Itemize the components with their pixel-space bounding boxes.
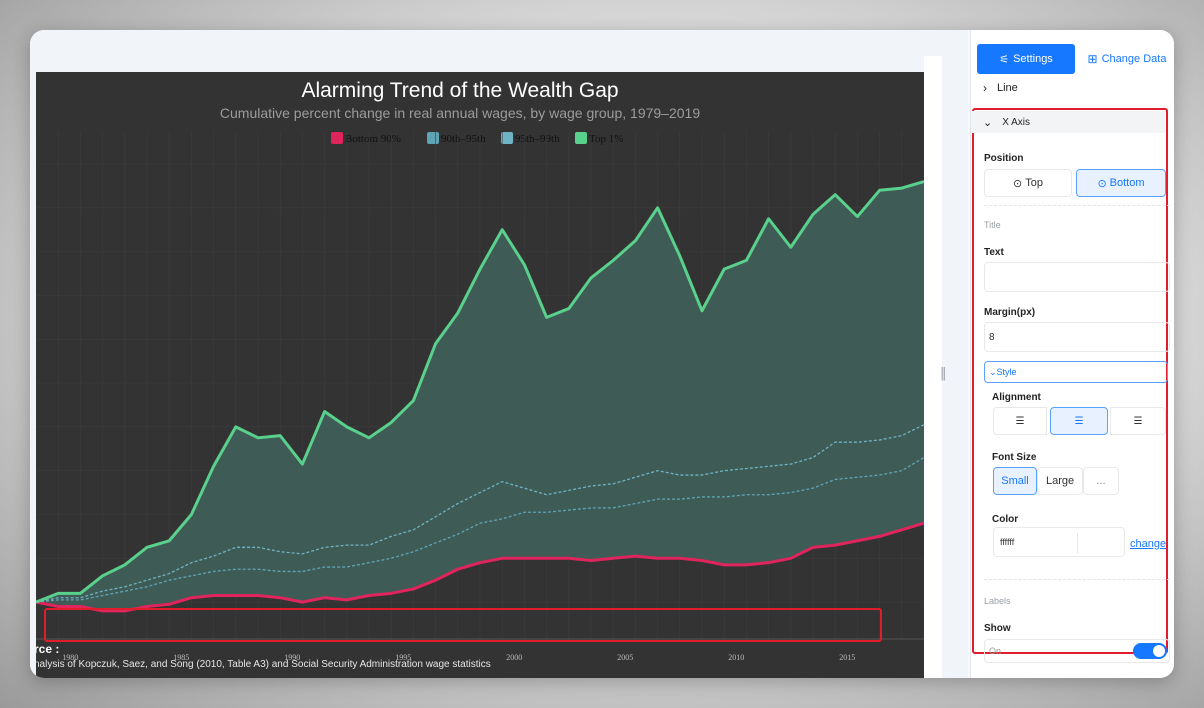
divider-2	[984, 579, 1170, 580]
toggle-knob	[1153, 645, 1165, 657]
x-tick-label: 1985	[173, 653, 189, 662]
title-text-input[interactable]	[984, 262, 1170, 292]
legend-label: 90th–95th	[441, 133, 486, 145]
series-line	[36, 424, 924, 603]
title-group-label: Title	[984, 220, 1001, 230]
area-fill-gap	[36, 181, 924, 611]
x-axis-highlight-box	[44, 608, 882, 642]
style-toggle-label: Style	[996, 367, 1017, 377]
align-center-button[interactable]: ☰	[1050, 407, 1108, 435]
position-top-label: Top	[1025, 177, 1043, 189]
x-tick-label: 2000	[506, 653, 522, 662]
chart-title: Alarming Trend of the Wealth Gap	[301, 79, 618, 102]
section-x-axis-label: X Axis	[1002, 116, 1031, 128]
series-line	[36, 456, 924, 603]
plus-square-icon: ⊞	[1087, 52, 1098, 66]
align-center-icon: ☰	[1074, 415, 1084, 427]
legend-swatch	[501, 132, 513, 144]
align-left-icon: ☰	[1015, 415, 1025, 427]
x-tick-label: 2015	[839, 653, 855, 662]
tab-settings-label: Settings	[1013, 53, 1053, 65]
legend-label: Top 1%	[589, 133, 623, 145]
position-bottom-button[interactable]: ⊙ Bottom	[1076, 169, 1166, 197]
legend-swatch	[427, 132, 439, 144]
x-tick-label: 1980	[62, 653, 78, 662]
alignment-label: Alignment	[992, 392, 1041, 403]
chart-areas	[36, 181, 924, 611]
wealth-gap-chart: Alarming Trend of the Wealth Gap Cumulat…	[36, 79, 924, 670]
settings-panel: ⚟ Settings ⊞ Change Data › Line ⌄ X Axis…	[970, 30, 1174, 678]
resize-handle-icon[interactable]: ‖	[940, 366, 947, 381]
tab-change-data[interactable]: ⊞ Change Data	[1079, 44, 1174, 74]
labels-group-label: Labels	[984, 596, 1011, 606]
font-size-small-button[interactable]: Small	[993, 467, 1037, 495]
font-size-large-button[interactable]: Large	[1037, 467, 1083, 495]
legend-swatch	[331, 132, 343, 144]
chart-legend: Bottom 90% 90th–95th 95th–99th Top 1%	[331, 132, 623, 145]
divider	[984, 205, 1170, 206]
x-axis-section: ⌄ X Axis Position ⊙ Top ⊙ Bottom Title T…	[971, 109, 1174, 669]
show-label: Show	[984, 623, 1011, 634]
chart-lines	[36, 180, 924, 613]
canvas-margin-strip	[924, 56, 942, 678]
section-x-axis-header[interactable]: ⌄ X Axis	[971, 111, 1165, 133]
x-tick-label: 1990	[284, 653, 300, 662]
source-text: nalysis of Kopczuk, Saez, and Song (2010…	[36, 659, 491, 670]
legend-label: 95th–99th	[515, 133, 560, 145]
align-left-button[interactable]: ☰	[993, 407, 1047, 435]
legend-swatch	[575, 132, 587, 144]
align-right-button[interactable]: ☰	[1110, 407, 1166, 435]
sliders-icon: ⚟	[999, 53, 1010, 66]
x-tick-label: 2010	[728, 653, 744, 662]
margin-label: Margin(px)	[984, 307, 1036, 318]
show-toggle[interactable]	[1133, 643, 1167, 659]
chevron-down-icon: ⌄	[983, 116, 993, 129]
position-top-button[interactable]: ⊙ Top	[984, 169, 1072, 197]
chevron-down-small-icon: ⌄	[989, 366, 997, 377]
chevron-right-icon: ›	[983, 81, 987, 95]
chart-canvas-area: Alarming Trend of the Wealth Gap Cumulat…	[30, 30, 968, 678]
arrow-down-circle-icon: ⊙	[1097, 177, 1107, 190]
arrow-up-circle-icon: ⊙	[1013, 177, 1023, 190]
chart-subtitle: Cumulative percent change in real annual…	[220, 105, 700, 121]
section-line-header[interactable]: › Line	[971, 77, 1174, 99]
app-window: Alarming Trend of the Wealth Gap Cumulat…	[30, 30, 1174, 678]
show-select[interactable]: On	[984, 639, 1170, 663]
position-label: Position	[984, 153, 1024, 164]
series-line	[36, 521, 924, 613]
source-label: rce :	[36, 642, 59, 656]
text-label: Text	[984, 247, 1004, 258]
color-input[interactable]: ffffff	[993, 527, 1125, 557]
series-line	[36, 180, 924, 604]
font-size-label: Font Size	[992, 452, 1037, 463]
margin-input[interactable]: 8	[984, 322, 1170, 352]
x-tick-label: 2005	[617, 653, 633, 662]
x-tick-label: 1995	[395, 653, 411, 662]
style-toggle[interactable]: ⌄ Style	[984, 361, 1168, 383]
panel-tabs: ⚟ Settings ⊞ Change Data	[971, 44, 1174, 74]
color-swatch-divider	[1077, 533, 1078, 553]
color-change-link[interactable]: change	[1130, 538, 1167, 550]
align-right-icon: ☰	[1133, 415, 1143, 427]
font-size-more-button[interactable]: ...	[1083, 467, 1119, 495]
tab-settings[interactable]: ⚟ Settings	[977, 44, 1075, 74]
color-label: Color	[992, 514, 1019, 525]
section-line-label: Line	[997, 82, 1018, 94]
tab-change-data-label: Change Data	[1101, 53, 1167, 65]
x-axis-ticks: 1980 1985 1990 1995 2000 2005 2010 2015	[62, 653, 855, 662]
position-bottom-label: Bottom	[1109, 177, 1145, 189]
legend-label: Bottom 90%	[345, 133, 401, 145]
